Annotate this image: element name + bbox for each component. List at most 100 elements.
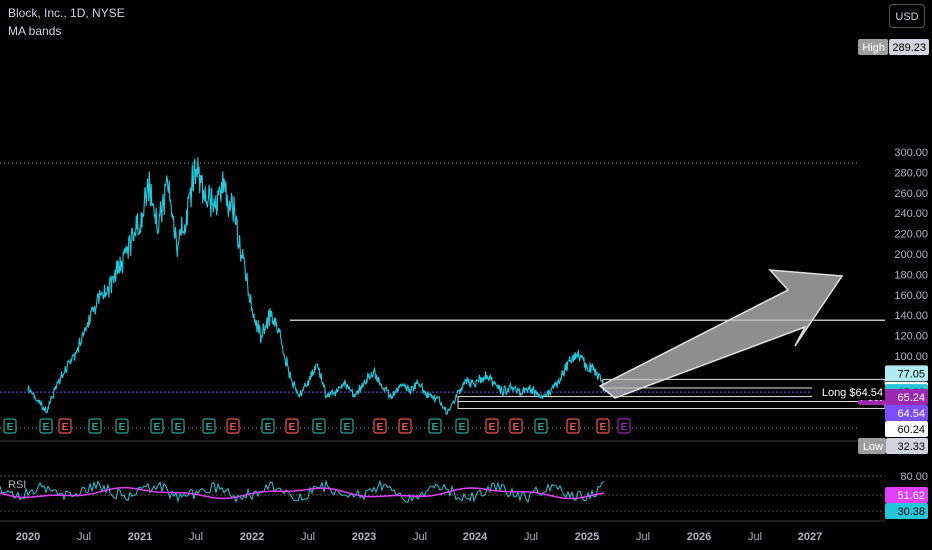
x-tick-label: Jul bbox=[189, 531, 203, 543]
high-tag: High bbox=[858, 39, 888, 55]
tag-65-24-bg bbox=[885, 389, 928, 405]
rsi-axis-80: 80.00 bbox=[900, 471, 928, 483]
y-tick-label: 200.00 bbox=[894, 249, 928, 261]
earnings-marker[interactable]: E bbox=[150, 418, 164, 434]
low-tag-text: Low bbox=[863, 441, 883, 453]
earnings-marker[interactable]: E bbox=[566, 418, 580, 434]
earnings-marker-box bbox=[340, 418, 354, 434]
earnings-marker[interactable]: E bbox=[171, 418, 185, 434]
tag-64-54-bg bbox=[885, 405, 928, 421]
earnings-marker-box bbox=[285, 418, 299, 434]
earnings-marker-label: E bbox=[432, 422, 439, 433]
earnings-marker-label: E bbox=[265, 422, 272, 433]
x-tick-label: 2025 bbox=[575, 531, 599, 543]
x-tick-label: 2027 bbox=[798, 531, 822, 543]
high-value-tag: 289.23 bbox=[889, 39, 929, 55]
earnings-marker[interactable]: E bbox=[596, 418, 610, 434]
earnings-marker[interactable]: E bbox=[202, 418, 216, 434]
earnings-marker[interactable]: E bbox=[226, 418, 240, 434]
earnings-marker-label: E bbox=[7, 422, 14, 433]
y-tick-label: 240.00 bbox=[894, 208, 928, 220]
earnings-marker-label: E bbox=[43, 422, 50, 433]
earnings-marker[interactable]: E bbox=[485, 418, 499, 434]
indicator-label[interactable]: MA bands bbox=[8, 24, 62, 38]
earnings-marker-box bbox=[150, 418, 164, 434]
earnings-marker-label: E bbox=[316, 422, 323, 433]
y-tick-label: 300.00 bbox=[894, 147, 928, 159]
x-tick-label: 2026 bbox=[687, 531, 711, 543]
earnings-marker[interactable]: E bbox=[398, 418, 412, 434]
low-tag: Low bbox=[858, 438, 886, 454]
earnings-marker[interactable]: E bbox=[617, 418, 631, 434]
earnings-marker-box bbox=[566, 418, 580, 434]
earnings-marker[interactable]: E bbox=[39, 418, 53, 434]
earnings-marker-label: E bbox=[175, 422, 182, 433]
earnings-marker[interactable]: E bbox=[428, 418, 442, 434]
y-tick-label: 160.00 bbox=[894, 290, 928, 302]
y-tick-label: 260.00 bbox=[894, 188, 928, 200]
level-lines bbox=[0, 162, 886, 429]
earnings-marker-box bbox=[261, 418, 275, 434]
earnings-marker-label: E bbox=[621, 422, 628, 433]
y-tick-label: 220.00 bbox=[894, 229, 928, 241]
tag-77-bg bbox=[885, 365, 928, 382]
earnings-marker-box bbox=[171, 418, 185, 434]
rsi-panel: RSI bbox=[0, 440, 885, 512]
earnings-marker-box bbox=[312, 418, 326, 434]
y-tick-label: 140.00 bbox=[894, 310, 928, 322]
earnings-marker-label: E bbox=[62, 422, 69, 433]
earnings-marker[interactable]: E bbox=[509, 418, 523, 434]
earnings-marker[interactable]: E bbox=[373, 418, 387, 434]
y-tick-label: 120.00 bbox=[894, 331, 928, 343]
earnings-marker[interactable]: E bbox=[115, 418, 129, 434]
tag-77-text: 77.05 bbox=[897, 368, 925, 380]
currency-button[interactable]: USD bbox=[889, 4, 925, 28]
price-line bbox=[27, 157, 607, 415]
x-tick-label: 2020 bbox=[16, 531, 40, 543]
y-tick-label: 100.00 bbox=[894, 351, 928, 363]
earnings-marker-label: E bbox=[513, 422, 520, 433]
x-tick-label: 2022 bbox=[240, 531, 264, 543]
tag-60-24-bg bbox=[885, 421, 928, 437]
rsi-value2-tag: 30.38 bbox=[885, 503, 928, 519]
earnings-marker[interactable]: E bbox=[455, 418, 469, 434]
earnings-marker-label: E bbox=[206, 422, 213, 433]
earnings-marker-box bbox=[485, 418, 499, 434]
earnings-marker-box bbox=[428, 418, 442, 434]
earnings-marker-box bbox=[58, 418, 72, 434]
earnings-marker-label: E bbox=[459, 422, 466, 433]
earnings-marker-box bbox=[226, 418, 240, 434]
low-value-tag: 32.33 bbox=[886, 438, 928, 454]
earnings-marker-label: E bbox=[92, 422, 99, 433]
high-tag-text: High bbox=[862, 42, 885, 54]
earnings-marker-label: E bbox=[402, 422, 409, 433]
earnings-marker[interactable]: E bbox=[534, 418, 548, 434]
tag-64-54-text: 64.54 bbox=[897, 408, 925, 420]
earnings-marker-label: E bbox=[570, 422, 577, 433]
earnings-marker[interactable]: E bbox=[88, 418, 102, 434]
rsi-value-tag-bg bbox=[885, 487, 928, 503]
y-tick-label: 180.00 bbox=[894, 269, 928, 281]
earnings-marker[interactable]: E bbox=[261, 418, 275, 434]
tag-77: 77.05 bbox=[885, 365, 928, 382]
price-axis[interactable]: 100.00 120.00 140.00 160.00 180.00 200.00 220.… bbox=[894, 147, 928, 483]
earnings-marker-box bbox=[3, 418, 17, 434]
symbol-title[interactable]: Block, Inc., 1D, NYSE bbox=[8, 6, 125, 20]
earnings-marker[interactable]: E bbox=[312, 418, 326, 434]
earnings-marker[interactable]: E bbox=[340, 418, 354, 434]
earnings-marker[interactable]: E bbox=[3, 418, 17, 434]
price-tags: High289.2377.0568.6465.29Post65.2464.546… bbox=[812, 39, 929, 519]
x-tick-label: Jul bbox=[636, 531, 650, 543]
earnings-marker-box bbox=[39, 418, 53, 434]
projection-arrow bbox=[598, 269, 844, 399]
rsi-value-tag: 51.62 bbox=[885, 487, 928, 503]
time-axis[interactable]: 2020 Jul 2021 Jul 2022 Jul 2023 Jul 2024 Jul 2025 J… bbox=[0, 520, 885, 543]
earnings-marker[interactable]: E bbox=[58, 418, 72, 434]
rsi-line bbox=[0, 479, 605, 504]
rsi-value2-tag-bg bbox=[885, 503, 928, 519]
earnings-marker[interactable]: E bbox=[285, 418, 299, 434]
tag-60-24-text: 60.24 bbox=[897, 424, 925, 436]
tag-64-54: 64.54 bbox=[885, 405, 928, 421]
